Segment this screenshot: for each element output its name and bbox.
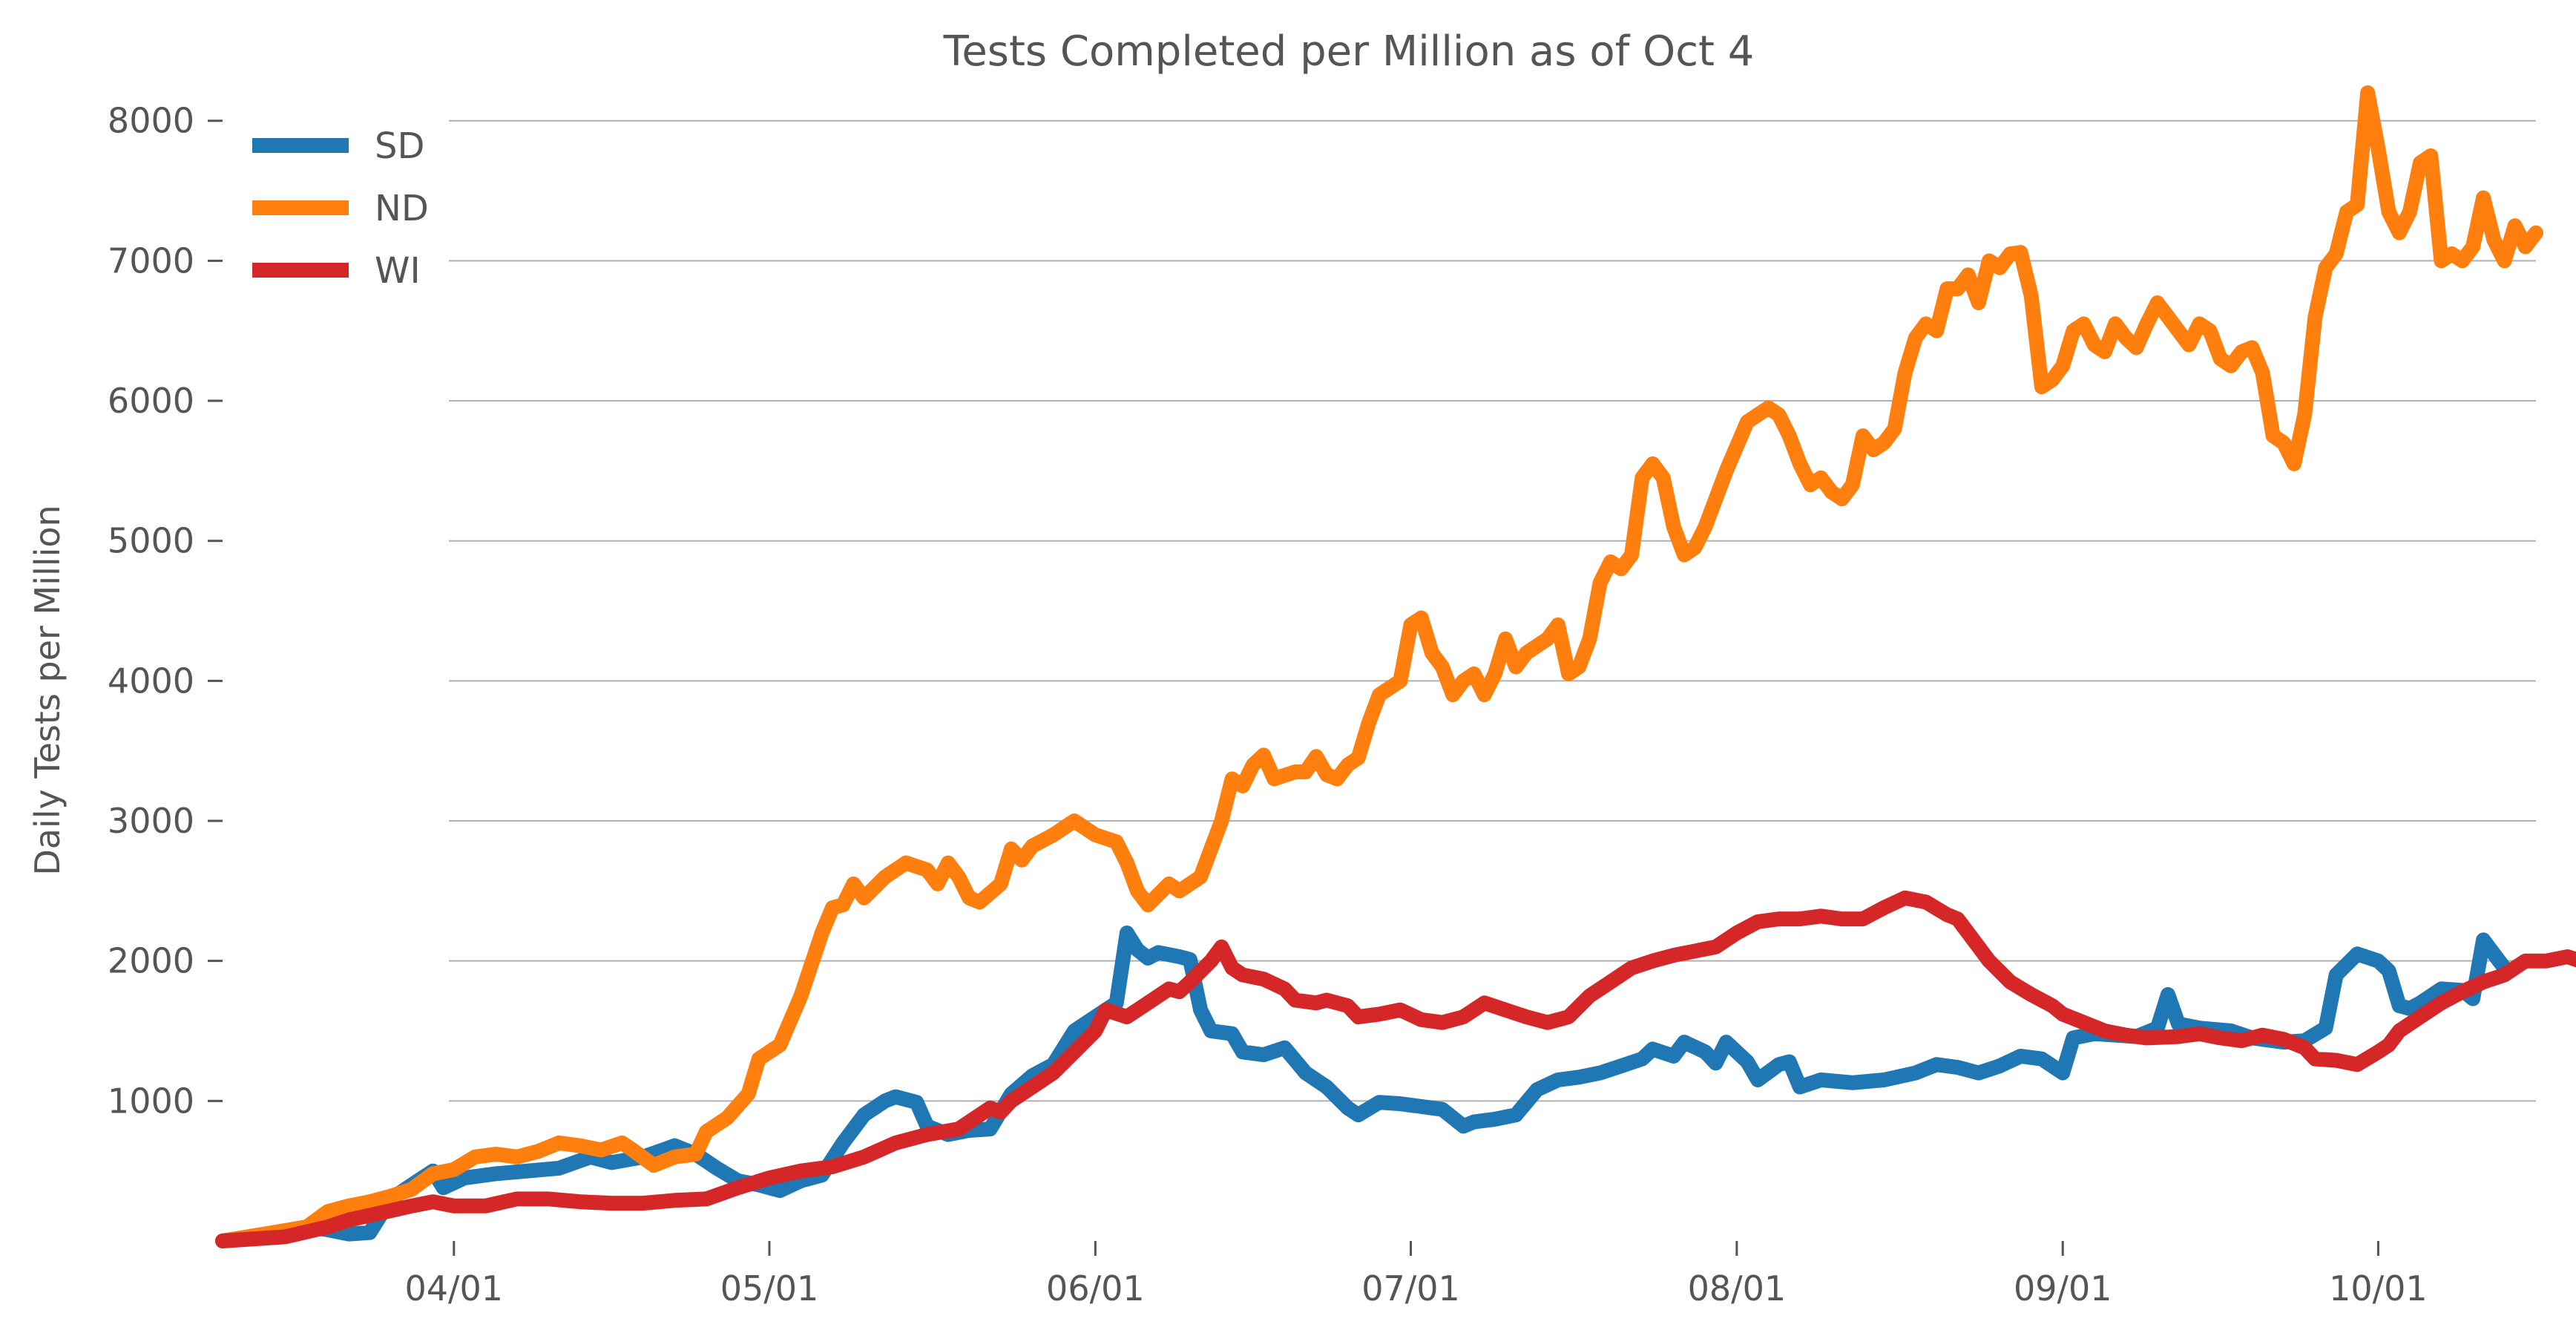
y-tick-label-2: 3000 [108,801,194,841]
legend-label-wi: WI [375,250,421,292]
y-tick-label-7: 8000 [108,101,194,141]
chart-title: Tests Completed per Million as of Oct 4 [943,27,1755,76]
y-tick-label-0: 1000 [108,1081,194,1121]
legend-label-sd: SD [375,125,424,167]
y-tick-label-5: 6000 [108,381,194,421]
y-axis-ticks: 1000 2000 3000 4000 5000 6000 7000 8000 [108,101,223,1121]
x-tick-label-0: 04/01 [405,1268,504,1309]
legend: SD ND WI [252,125,429,292]
y-tick-label-6: 7000 [108,240,194,281]
x-tick-label-3: 07/01 [1361,1268,1460,1309]
y-tick-label-4: 5000 [108,521,194,561]
y-axis-label: Daily Tests per Million [27,505,68,875]
legend-label-nd: ND [375,188,429,229]
x-tick-label-5: 09/01 [2014,1268,2112,1309]
y-tick-label-3: 4000 [108,661,194,701]
series-line-nd [215,85,2543,1248]
x-axis-ticks: 04/01 05/01 06/01 07/01 08/01 09/01 10/01 [405,1241,2428,1309]
series-line-sd [215,926,2512,1248]
series-line-wi [215,890,2576,1248]
x-tick-label-4: 08/01 [1688,1268,1787,1309]
x-tick-label-6: 10/01 [2329,1268,2428,1309]
series-lines [215,85,2576,1248]
x-tick-label-1: 05/01 [720,1268,819,1309]
gridlines [449,119,2536,1102]
y-tick-label-1: 2000 [108,941,194,981]
x-tick-label-2: 06/01 [1046,1268,1145,1309]
